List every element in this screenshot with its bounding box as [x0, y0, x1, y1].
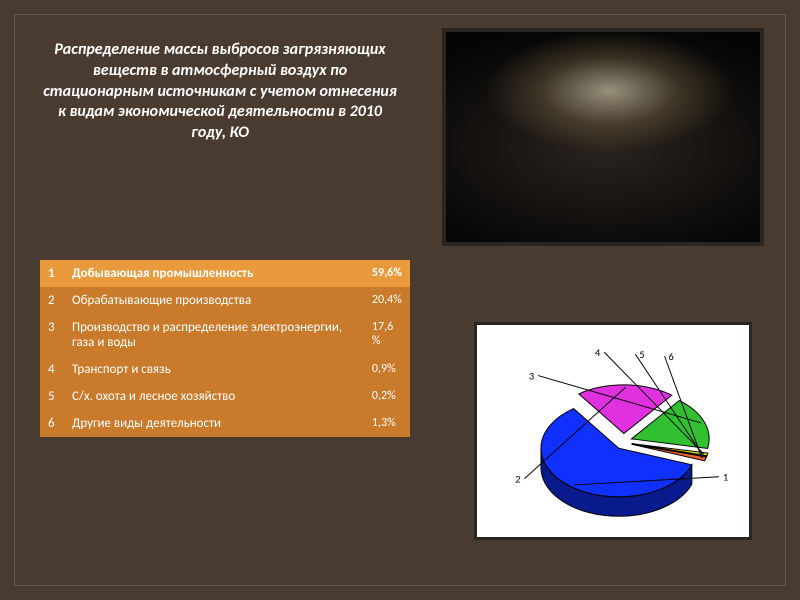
row-percent: 0,9%: [364, 356, 410, 383]
row-percent: 17,6 %: [364, 314, 410, 356]
row-number: 6: [40, 410, 64, 437]
pie-callout-label: 1: [723, 471, 728, 484]
pie-callout-label: 2: [515, 473, 520, 486]
row-percent: 0,2%: [364, 383, 410, 410]
slide-root: Распределение массы выбросов загрязняющи…: [0, 0, 800, 600]
emissions-table: 1Добывающая промышленность59,6%2Обрабаты…: [40, 260, 410, 437]
pie-callout-label: 4: [595, 346, 601, 359]
pie-chart: 1 2 3 4 5 6: [477, 325, 749, 537]
emissions-table-container: 1Добывающая промышленность59,6%2Обрабаты…: [40, 260, 410, 437]
table-row: 1Добывающая промышленность59,6%: [40, 260, 410, 287]
row-label: Добывающая промышленность: [64, 260, 364, 287]
emissions-table-body: 1Добывающая промышленность59,6%2Обрабаты…: [40, 260, 410, 437]
table-row: 6Другие виды деятельности1,3%: [40, 410, 410, 437]
row-label: Производство и распределение электроэнер…: [64, 314, 364, 356]
row-label: Другие виды деятельности: [64, 410, 364, 437]
row-number: 4: [40, 356, 64, 383]
row-percent: 20,4%: [364, 287, 410, 314]
table-row: 5С/х. охота и лесное хозяйство0,2%: [40, 383, 410, 410]
photo-frame: [442, 28, 764, 246]
mining-photo-placeholder: [446, 32, 760, 242]
pie-chart-frame: 1 2 3 4 5 6: [474, 322, 752, 540]
row-percent: 59,6%: [364, 260, 410, 287]
row-number: 1: [40, 260, 64, 287]
row-number: 2: [40, 287, 64, 314]
pie-callout-label: 5: [639, 348, 644, 361]
slide-title: Распределение массы выбросов загрязняющи…: [40, 40, 400, 144]
row-label: С/х. охота и лесное хозяйство: [64, 383, 364, 410]
row-number: 3: [40, 314, 64, 356]
table-row: 2Обрабатывающие производства20,4%: [40, 287, 410, 314]
row-percent: 1,3%: [364, 410, 410, 437]
row-label: Обрабатывающие производства: [64, 287, 364, 314]
row-label: Транспорт и связь: [64, 356, 364, 383]
pie-callout-label: 6: [668, 350, 674, 363]
table-row: 3Производство и распределение электроэне…: [40, 314, 410, 356]
table-row: 4Транспорт и связь0,9%: [40, 356, 410, 383]
row-number: 5: [40, 383, 64, 410]
pie-callout-label: 3: [529, 369, 535, 382]
